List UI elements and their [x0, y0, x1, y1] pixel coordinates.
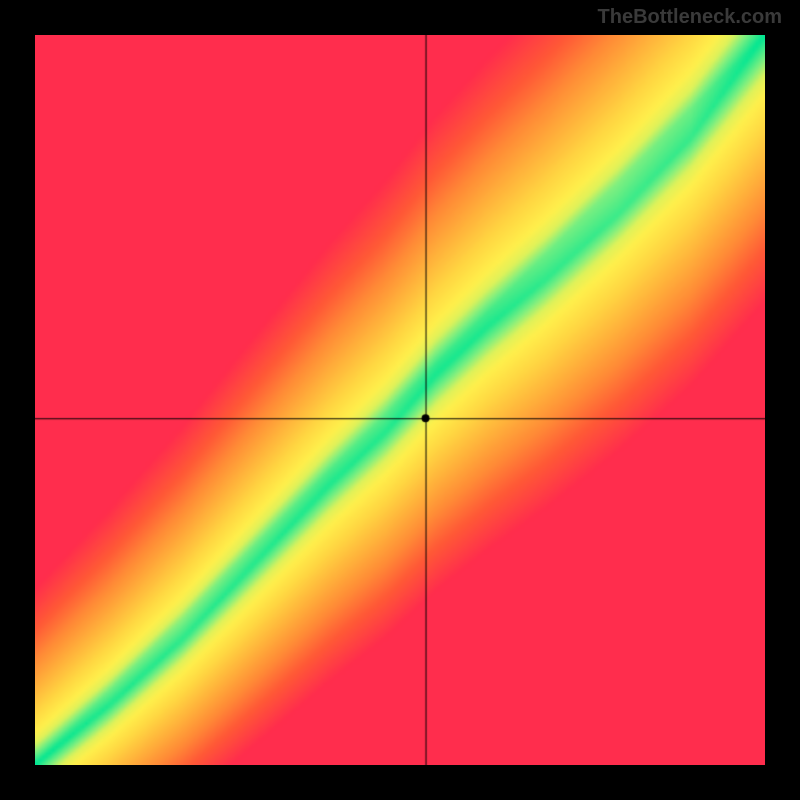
- crosshair-overlay: [35, 35, 765, 765]
- chart-container: TheBottleneck.com: [0, 0, 800, 800]
- watermark-text: TheBottleneck.com: [598, 6, 782, 29]
